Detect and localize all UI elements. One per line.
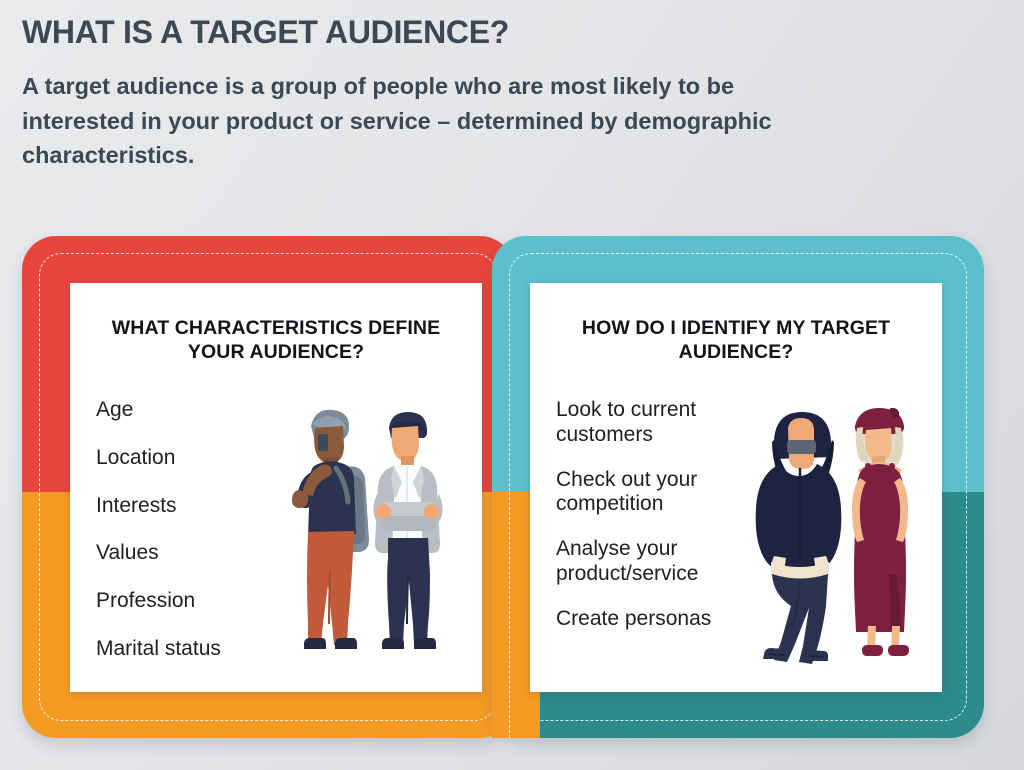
card-left-list: Age Location Interests Values Profession… xyxy=(96,398,221,662)
list-item: Interests xyxy=(96,493,177,517)
illustration-two-people-left xyxy=(284,398,474,678)
card-left-heading: WHAT CHARACTERISTICS DEFINE YOUR AUDIENC… xyxy=(111,317,441,363)
overlap-dashed-line xyxy=(509,492,510,738)
header: WHAT IS A TARGET AUDIENCE? A target audi… xyxy=(22,14,902,173)
list-item: Location xyxy=(96,445,176,469)
list-item: Check out your competition xyxy=(556,467,698,516)
list-item: Analyse your product/service xyxy=(556,537,699,585)
list-item: Profession xyxy=(96,589,196,613)
list-item: Age xyxy=(96,398,134,421)
card-right-heading: HOW DO I IDENTIFY MY TARGET AUDIENCE? xyxy=(581,317,891,363)
list-item: Marital status xyxy=(96,636,221,660)
list-item: Look to current customers xyxy=(556,398,697,446)
illustration-two-people-right xyxy=(744,398,934,678)
panel-characteristics: WHAT CHARACTERISTICS DEFINE YOUR AUDIENC… xyxy=(70,283,482,692)
card-right-list: Look to current customers Check out your… xyxy=(556,398,756,631)
list-item: Create personas xyxy=(556,606,712,630)
panel-identify: HOW DO I IDENTIFY MY TARGET AUDIENCE? Lo… xyxy=(530,283,942,692)
page-title: WHAT IS A TARGET AUDIENCE? xyxy=(22,14,509,50)
page-subtitle: A target audience is a group of people w… xyxy=(22,72,772,169)
list-item: Values xyxy=(96,541,159,565)
